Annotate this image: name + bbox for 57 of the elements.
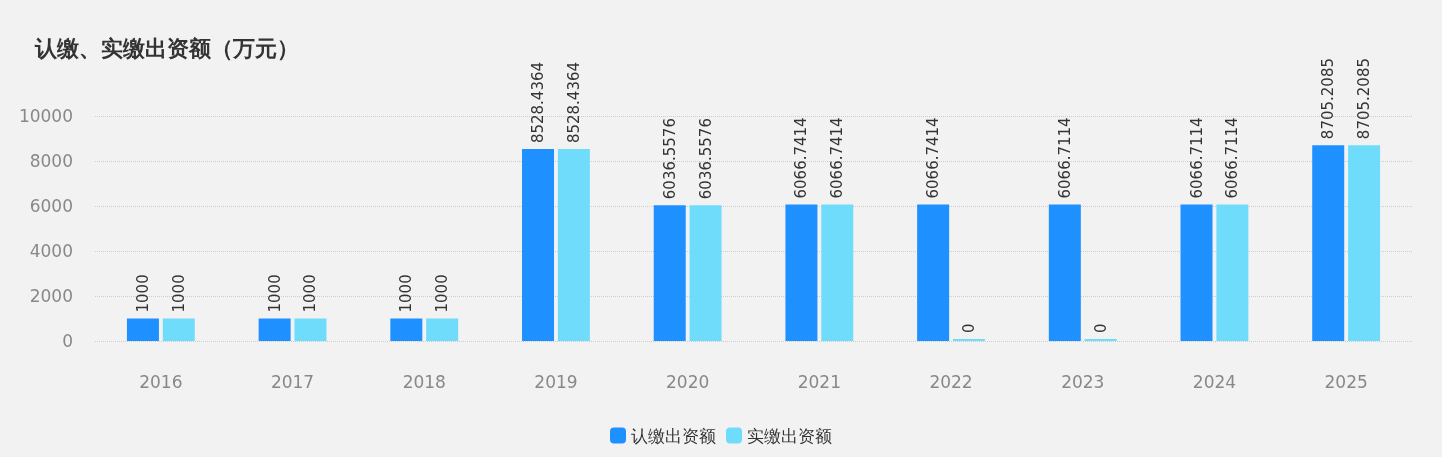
y-tick-label: 4000 [29, 241, 73, 261]
bar [557, 149, 590, 341]
data-label: 8528.4364 [529, 61, 548, 144]
data-label: 1000 [133, 274, 152, 313]
legend-label: 认缴出资额 [631, 425, 716, 446]
y-tick-label: 10000 [18, 106, 73, 126]
x-tick-label: 2024 [1192, 371, 1237, 392]
x-tick-label: 2023 [1061, 371, 1105, 392]
bar [1180, 204, 1213, 341]
bar [917, 204, 950, 341]
x-tick-label: 2025 [1324, 371, 1368, 392]
data-label: 1000 [169, 274, 188, 313]
bar [258, 318, 291, 341]
y-tick-label: 0 [62, 331, 73, 351]
data-label: 1000 [433, 274, 452, 313]
bar [126, 318, 159, 341]
bar [689, 205, 722, 341]
data-label: 6036.5576 [696, 118, 715, 200]
data-label: 6066.7414 [828, 117, 847, 199]
bar [426, 318, 459, 341]
x-tick-label: 2019 [534, 371, 578, 392]
data-label: 1000 [397, 274, 416, 313]
data-label: 6036.5576 [660, 118, 679, 200]
data-label: 6066.7114 [1187, 117, 1206, 199]
x-tick-label: 2016 [139, 371, 183, 392]
bar [653, 205, 686, 341]
data-label: 6066.7114 [1055, 117, 1074, 199]
data-label: 6066.7114 [1223, 117, 1242, 199]
data-label: 1000 [265, 274, 284, 313]
bar [785, 204, 818, 341]
bar [522, 149, 555, 341]
legend-label: 实缴出资额 [747, 425, 832, 446]
bar [1312, 145, 1345, 341]
bar [1348, 145, 1381, 341]
x-tick-label: 2020 [666, 371, 710, 392]
bar [390, 318, 423, 341]
x-tick-label: 2018 [402, 371, 446, 392]
bar [294, 318, 327, 341]
x-tick-label: 2017 [270, 371, 315, 392]
data-label: 6066.7414 [924, 117, 943, 199]
data-label: 1000 [301, 274, 320, 313]
x-tick-label: 2022 [929, 371, 973, 392]
data-label: 6066.7414 [792, 117, 811, 199]
chart-title: 认缴、实缴出资额（万元） [34, 35, 299, 61]
bar [162, 318, 195, 341]
bar [821, 204, 854, 341]
data-label: 0 [959, 323, 978, 333]
data-label: 0 [1091, 323, 1110, 333]
data-label: 8705.2085 [1319, 58, 1338, 140]
data-label: 8705.2085 [1355, 58, 1374, 140]
bar [1216, 204, 1249, 341]
data-label: 8528.4364 [564, 61, 583, 144]
y-tick-label: 8000 [29, 151, 73, 171]
bar [1048, 204, 1081, 341]
x-tick-label: 2021 [797, 371, 841, 392]
y-tick-label: 6000 [29, 196, 73, 216]
y-tick-label: 2000 [29, 286, 73, 306]
